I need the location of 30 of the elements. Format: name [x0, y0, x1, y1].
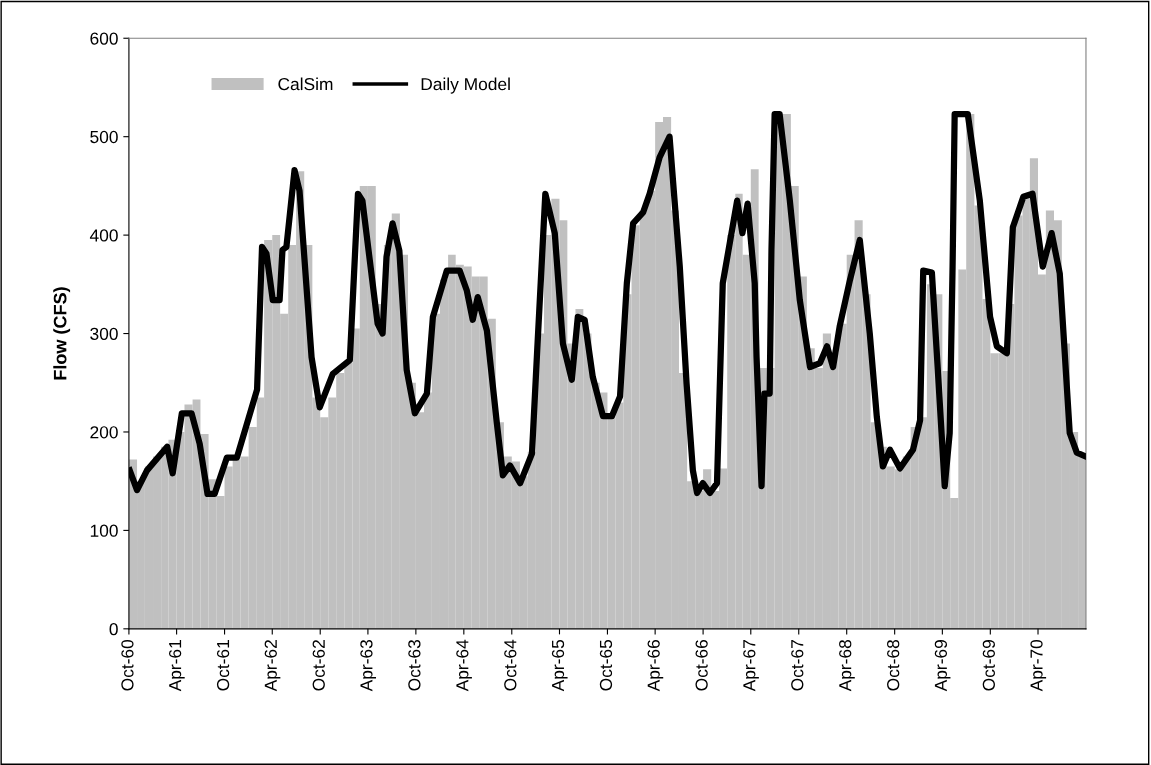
x-tick-label: Oct-64	[504, 639, 517, 691]
x-tick-label: Oct-61	[216, 640, 230, 691]
x-tick-label: Apr-66	[647, 640, 664, 692]
x-tick-label: Apr-67	[743, 640, 759, 692]
y-tick-label: 500	[90, 130, 118, 144]
x-tick-label: Apr-70	[1030, 639, 1047, 692]
x-tick-label: Oct-68	[887, 640, 900, 691]
x-tick-label: Oct-60	[121, 639, 134, 691]
legend-label: Daily Model	[421, 77, 510, 94]
x-tick-label: Apr-69	[934, 640, 951, 692]
x-tick-label: Apr-68	[839, 640, 855, 692]
x-tick-label: Oct-62	[312, 640, 325, 691]
y-tick-label: 300	[90, 327, 118, 340]
x-tick-label: Apr-61	[168, 640, 185, 692]
x-tick-label: Apr-64	[456, 639, 472, 692]
y-tick-label: 0	[109, 623, 118, 636]
legend-label: CalSim	[278, 77, 333, 91]
x-tick-label: Oct-65	[599, 639, 613, 691]
y-tick-label: 100	[90, 524, 118, 537]
x-tick-label: Apr-62	[264, 640, 281, 692]
x-tick-label: Oct-67	[791, 640, 804, 691]
y-axis-title: Flow (CFS)	[53, 287, 71, 380]
x-tick-label: Apr-63	[360, 640, 377, 692]
x-tick-label: Oct-69	[982, 640, 995, 691]
x-tick-label: Apr-65	[551, 639, 568, 692]
x-tick-label: Oct-66	[695, 640, 708, 691]
x-tick-label: Oct-63	[408, 640, 421, 691]
y-tick-label: 200	[90, 426, 118, 439]
y-tick-label: 400	[89, 229, 118, 242]
y-tick-label: 600	[90, 32, 118, 45]
